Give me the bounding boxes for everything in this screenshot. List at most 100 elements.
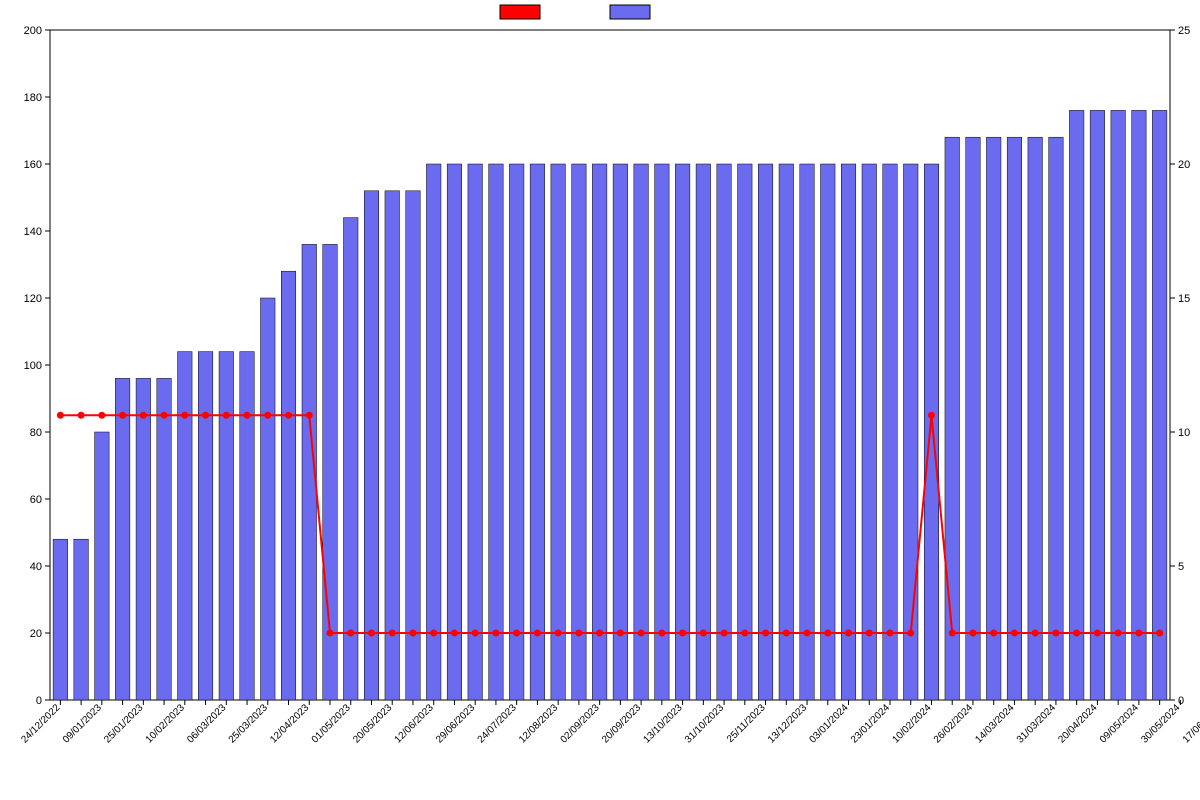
bar	[468, 164, 483, 700]
x-axis-tick-label: 29/06/2023	[434, 702, 477, 745]
bar	[1090, 110, 1105, 700]
line-marker	[846, 630, 852, 636]
line-marker	[99, 412, 105, 418]
x-axis-tick-label: 14/03/2024	[973, 702, 1016, 745]
bar	[343, 218, 358, 700]
x-axis-tick-label: 20/04/2024	[1056, 702, 1099, 745]
x-axis-tick-label: 06/03/2023	[185, 702, 228, 745]
line-marker	[244, 412, 250, 418]
line-marker	[534, 630, 540, 636]
line-marker	[368, 630, 374, 636]
line-marker	[451, 630, 457, 636]
bar	[115, 378, 130, 700]
chart-svg: 020406080100120140160180200051015202524/…	[0, 0, 1200, 800]
bar	[447, 164, 462, 700]
line-marker	[680, 630, 686, 636]
x-axis-tick-label: 25/01/2023	[102, 702, 145, 745]
left-axis-tick-label: 100	[24, 360, 42, 372]
x-axis-tick-label: 09/05/2024	[1098, 702, 1141, 745]
x-axis-tick-label: 24/07/2023	[476, 702, 519, 745]
x-axis-tick-label: 31/03/2024	[1015, 702, 1058, 745]
left-axis-tick-label: 20	[30, 628, 42, 640]
bar	[364, 191, 379, 700]
bar	[198, 352, 213, 700]
line-marker	[389, 630, 395, 636]
line-marker	[887, 630, 893, 636]
line-marker	[742, 630, 748, 636]
right-axis-tick-label: 5	[1178, 561, 1184, 573]
x-axis-tick-label: 24/12/2022	[19, 702, 62, 745]
bar	[385, 191, 400, 700]
line-marker	[472, 630, 478, 636]
line-marker	[700, 630, 706, 636]
line-marker	[804, 630, 810, 636]
line-marker	[721, 630, 727, 636]
bar	[675, 164, 690, 700]
line-marker	[763, 630, 769, 636]
right-axis-tick-label: 15	[1178, 293, 1190, 305]
bar	[655, 164, 670, 700]
x-axis-tick-label: 20/09/2023	[600, 702, 643, 745]
x-axis-tick-label: 10/02/2023	[144, 702, 187, 745]
legend-swatch	[500, 5, 540, 19]
bar	[509, 164, 524, 700]
line-marker	[182, 412, 188, 418]
line-marker	[970, 630, 976, 636]
left-axis-tick-label: 120	[24, 293, 42, 305]
x-axis-tick-label: 30/05/2024	[1139, 702, 1182, 745]
x-axis-tick-label: 25/03/2023	[227, 702, 270, 745]
bar	[489, 164, 504, 700]
line-marker	[576, 630, 582, 636]
line-marker	[783, 630, 789, 636]
left-axis-tick-label: 0	[36, 695, 42, 707]
bar	[1069, 110, 1084, 700]
line-marker	[1157, 630, 1163, 636]
x-axis-tick-label: 03/01/2024	[807, 702, 850, 745]
line-marker	[1074, 630, 1080, 636]
plot-area	[50, 30, 1170, 700]
line-marker	[908, 630, 914, 636]
x-axis-tick-label: 31/10/2023	[683, 702, 726, 745]
bar	[95, 432, 110, 700]
bar	[903, 164, 918, 700]
bar	[136, 378, 151, 700]
bar	[74, 539, 89, 700]
legend-swatch	[610, 5, 650, 19]
bar	[1007, 137, 1022, 700]
x-axis-tick-label: 12/06/2023	[393, 702, 436, 745]
bar	[738, 164, 753, 700]
line-marker	[265, 412, 271, 418]
line-marker	[161, 412, 167, 418]
line-marker	[597, 630, 603, 636]
x-axis-tick-label: 20/05/2023	[351, 702, 394, 745]
line-marker	[78, 412, 84, 418]
left-axis-tick-label: 60	[30, 494, 42, 506]
bar	[634, 164, 649, 700]
left-axis-tick-label: 160	[24, 159, 42, 171]
x-axis-tick-label: 09/01/2023	[61, 702, 104, 745]
bar	[696, 164, 711, 700]
x-axis-tick-label: 26/02/2024	[932, 702, 975, 745]
x-axis-tick-label: 13/10/2023	[642, 702, 685, 745]
bar	[1152, 110, 1167, 700]
bar	[592, 164, 607, 700]
bar	[1049, 137, 1064, 700]
line-marker	[327, 630, 333, 636]
line-marker	[410, 630, 416, 636]
line-marker	[493, 630, 499, 636]
line-marker	[659, 630, 665, 636]
line-marker	[223, 412, 229, 418]
line-marker	[638, 630, 644, 636]
bar	[883, 164, 898, 700]
line-marker	[203, 412, 209, 418]
x-axis-tick-label: 10/02/2024	[890, 702, 933, 745]
line-marker	[286, 412, 292, 418]
line-marker	[1136, 630, 1142, 636]
right-axis-tick-label: 10	[1178, 427, 1190, 439]
bar	[800, 164, 815, 700]
bar	[945, 137, 960, 700]
left-axis-tick-label: 140	[24, 226, 42, 238]
x-axis-tick-label: 12/04/2023	[268, 702, 311, 745]
line-marker	[1011, 630, 1017, 636]
line-marker	[1053, 630, 1059, 636]
